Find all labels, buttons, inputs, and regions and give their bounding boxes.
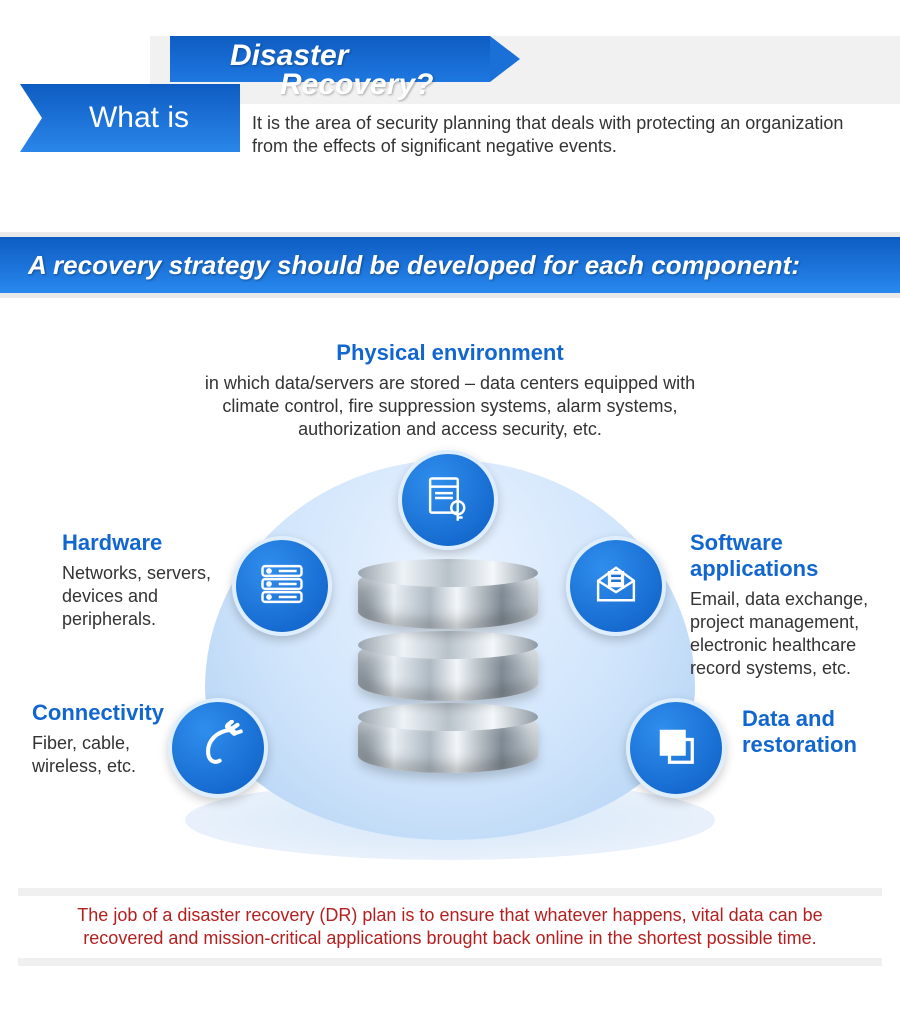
component-desc: Networks, servers, devices and periphera… xyxy=(62,562,222,631)
physical-badge xyxy=(398,450,498,550)
title-line2: Recovery? xyxy=(280,68,433,102)
component-title: Connectivity xyxy=(32,700,182,726)
component-title: Physical environment xyxy=(190,340,710,366)
what-is-label: What is xyxy=(89,101,189,135)
component-title: Hardware xyxy=(62,530,222,556)
software-badge xyxy=(566,536,666,636)
title-ribbon: Disaster Recovery? xyxy=(170,36,490,82)
component-desc: Email, data exchange, project management… xyxy=(690,588,890,680)
db-disk xyxy=(358,565,538,629)
db-disk xyxy=(358,709,538,773)
db-disk xyxy=(358,637,538,701)
strategy-banner: A recovery strategy should be developed … xyxy=(0,232,900,298)
envelope-doc-icon xyxy=(590,558,642,615)
what-is-ribbon: What is xyxy=(20,84,240,152)
intro-paragraph: It is the area of security planning that… xyxy=(252,112,862,159)
component-physical: Physical environment in which data/serve… xyxy=(190,340,710,441)
copy-icon xyxy=(650,720,702,777)
footer-callout: The job of a disaster recovery (DR) plan… xyxy=(18,888,882,966)
component-data: Data and restoration xyxy=(742,706,892,764)
component-desc: in which data/servers are stored – data … xyxy=(190,372,710,441)
data-badge xyxy=(626,698,726,798)
component-hardware: Hardware Networks, servers, devices and … xyxy=(62,530,222,631)
database-icon xyxy=(358,565,538,775)
server-rack-icon xyxy=(256,558,308,615)
component-desc: Fiber, cable, wireless, etc. xyxy=(32,732,182,778)
hardware-badge xyxy=(232,536,332,636)
component-software: Software applications Email, data exchan… xyxy=(690,530,890,680)
strategy-heading: A recovery strategy should be developed … xyxy=(28,250,800,281)
window-key-icon xyxy=(422,472,474,529)
cable-icon xyxy=(192,720,244,777)
component-title: Software applications xyxy=(690,530,890,582)
components-diagram: Physical environment in which data/serve… xyxy=(0,330,900,870)
footer-text: The job of a disaster recovery (DR) plan… xyxy=(38,904,862,951)
connectivity-badge xyxy=(168,698,268,798)
component-title: Data and restoration xyxy=(742,706,892,758)
component-connectivity: Connectivity Fiber, cable, wireless, etc… xyxy=(32,700,182,778)
